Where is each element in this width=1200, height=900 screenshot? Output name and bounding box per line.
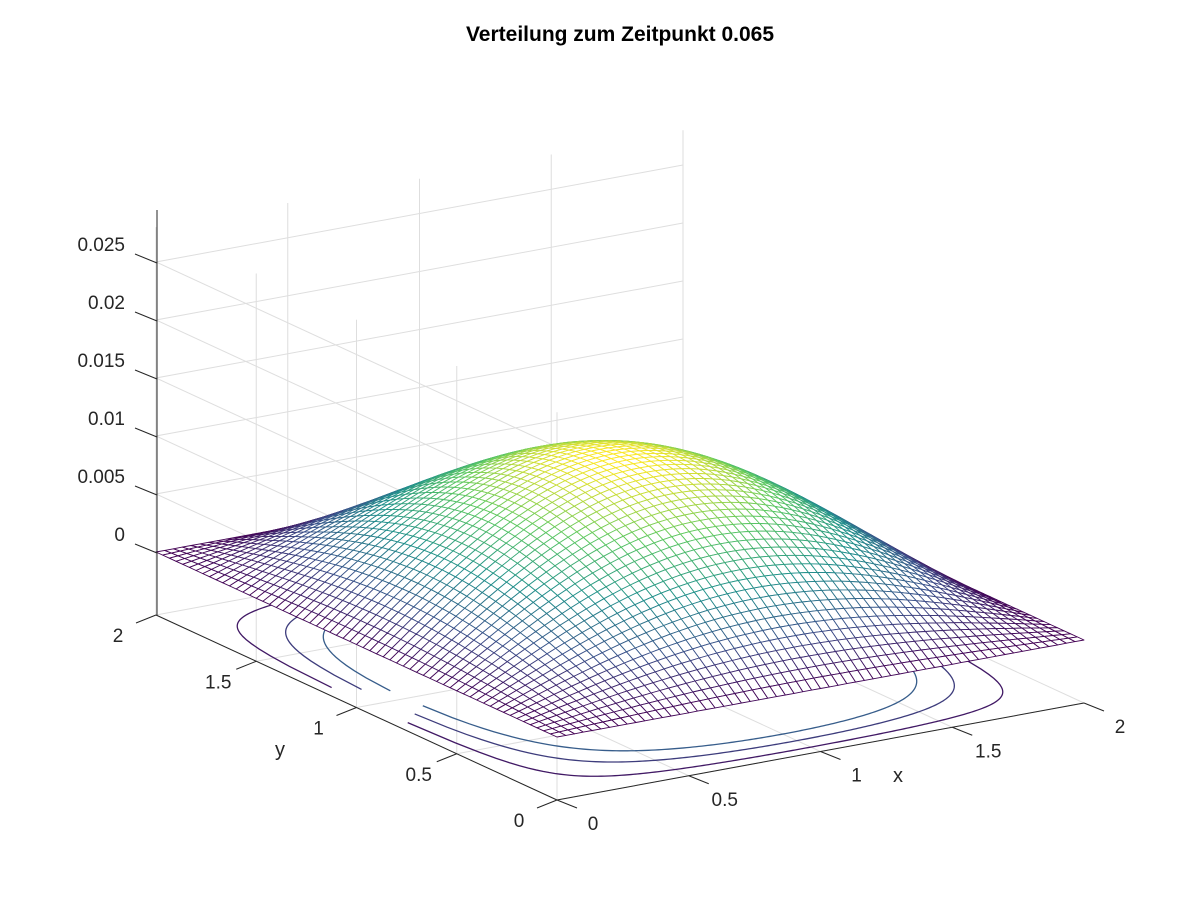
z-tick-label: 0.005: [77, 467, 125, 488]
y-tick-label: 0: [514, 811, 525, 832]
z-tick: [134, 485, 158, 496]
x-tick-label: 1.5: [975, 741, 1001, 762]
x-tick: [820, 751, 841, 760]
y-tick: [135, 614, 157, 624]
surface-cell: [1068, 636, 1085, 643]
z-tick: [134, 369, 158, 380]
x-tick: [1083, 702, 1105, 712]
z-tick: [134, 311, 158, 322]
z-tick-label: 0: [114, 525, 125, 546]
y-tick-label: 1.5: [205, 672, 231, 693]
z-tick-label: 0.015: [77, 351, 125, 372]
chart-title: Verteilung zum Zeitpunkt 0.065: [466, 23, 774, 46]
x-tick-label: 0.5: [712, 790, 738, 811]
z-tick-label: 0.02: [88, 293, 125, 314]
x-tick-label: 2: [1115, 717, 1126, 738]
surface-mesh: [155, 439, 1085, 738]
y-tick: [436, 753, 457, 763]
tick-labels: 0 0.5 1 1.5 2 0 0.5 1 1.5 2 0 0.005 0.01 0.015 0.02 0.0…: [77, 235, 1125, 835]
x-tick: [556, 799, 578, 809]
y-tick: [536, 799, 558, 809]
x-tick-label: 1: [851, 766, 862, 787]
z-tick: [134, 427, 158, 438]
y-tick-label: 0.5: [406, 765, 432, 786]
y-tick-label: 1: [313, 719, 324, 740]
z-tick: [134, 253, 158, 264]
y-tick: [336, 707, 357, 716]
y-tick-label: 2: [113, 626, 124, 647]
z-tick-label: 0.025: [77, 235, 125, 256]
x-tick-label: 0: [588, 814, 599, 835]
z-tick: [134, 543, 158, 554]
y-tick: [236, 660, 257, 670]
axes-frame: [134, 210, 1105, 809]
z-tick-label: 0.01: [88, 409, 125, 430]
y-axis-label: y: [275, 739, 285, 761]
x-tick: [688, 775, 709, 785]
x-tick: [952, 726, 973, 736]
x-axis-label: x: [893, 765, 903, 787]
